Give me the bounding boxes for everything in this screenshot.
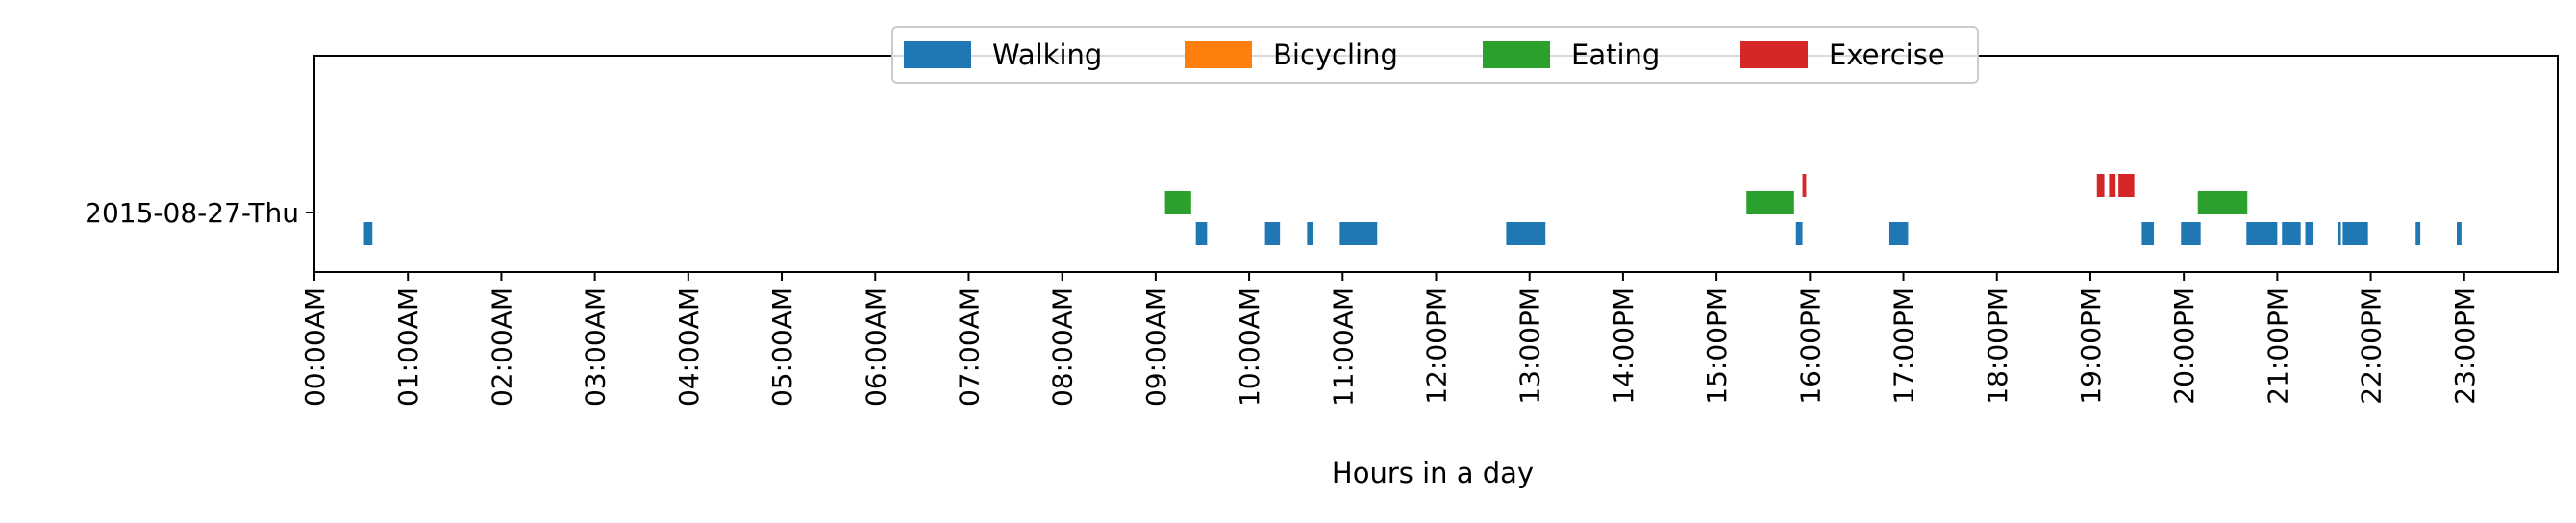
x-tick-label: 21:00PM [2262, 287, 2293, 405]
y-axis: 2015-08-27-Thu [85, 197, 314, 229]
walking-bar [1506, 222, 1546, 245]
x-axis-label: Hours in a day [1332, 457, 1534, 489]
plot-frame [313, 55, 2559, 273]
x-tick-label: 01:00AM [392, 287, 424, 407]
bicycling-legend-label: Bicycling [1273, 38, 1398, 71]
legend: Walking Bicycling Eating Exercise [891, 26, 1979, 84]
legend-frame [891, 26, 1979, 84]
x-tick-label: 04:00AM [673, 287, 705, 407]
exercise-bar [2096, 174, 2105, 197]
walking-bar [1795, 222, 1803, 245]
x-tick-label: 17:00PM [1888, 287, 1920, 405]
exercise-bar [2109, 174, 2116, 197]
bars-layer [363, 174, 2462, 245]
x-tick-label: 12:00PM [1421, 287, 1453, 405]
walking-bar [1307, 222, 1313, 245]
x-tick-label: 07:00AM [953, 287, 985, 407]
walking-bar [2181, 222, 2201, 245]
x-tick-label: 05:00AM [766, 287, 798, 407]
eating-bar [2197, 191, 2248, 214]
x-tick-label: 08:00AM [1047, 287, 1079, 407]
eating-bar [1164, 191, 1191, 214]
x-tick-label: 15:00PM [1701, 287, 1733, 405]
x-tick-label: 16:00PM [1794, 287, 1826, 405]
x-tick-label: 22:00PM [2356, 287, 2388, 405]
walking-bar [2342, 222, 2368, 245]
x-tick-label: 18:00PM [1982, 287, 2013, 405]
walking-bar [2338, 222, 2341, 245]
walking-bar [1888, 222, 1909, 245]
exercise-bar [2118, 174, 2135, 197]
exercise-bar [1802, 174, 1807, 197]
exercise-legend-swatch [1740, 41, 1808, 68]
walking-bar [1264, 222, 1281, 245]
walking-bar [1195, 222, 1208, 245]
x-tick-label: 10:00AM [1234, 287, 1265, 407]
exercise-legend-label: Exercise [1829, 38, 1945, 71]
walking-bar [2457, 222, 2462, 245]
walking-legend-label: Walking [992, 38, 1102, 71]
walking-bar [2415, 222, 2421, 245]
x-tick-label: 23:00PM [2449, 287, 2481, 405]
x-tick-label: 02:00AM [486, 287, 517, 407]
eating-legend-label: Eating [1571, 38, 1660, 71]
x-tick-label: 03:00AM [580, 287, 612, 407]
walking-legend-swatch [904, 41, 971, 68]
x-tick-label: 11:00AM [1327, 287, 1359, 407]
x-tick-label: 20:00PM [2168, 287, 2200, 405]
walking-bar [2141, 222, 2155, 245]
walking-bar [2282, 222, 2301, 245]
x-axis: 00:00AM 01:00AM 02:00AM 03:00AM 04:00AM 05:00… [299, 272, 2481, 407]
x-tick-label: 00:00AM [299, 287, 331, 407]
x-tick-label: 14:00PM [1608, 287, 1639, 405]
walking-bar [363, 222, 373, 245]
bicycling-legend-swatch [1185, 41, 1252, 68]
walking-bar [2305, 222, 2313, 245]
walking-bar [1339, 222, 1378, 245]
walking-bar [2246, 222, 2278, 245]
eating-bar [1746, 191, 1794, 214]
x-tick-label: 13:00PM [1514, 287, 1546, 405]
y-tick-label: 2015-08-27-Thu [85, 197, 299, 229]
x-tick-label: 09:00AM [1140, 287, 1172, 407]
eating-legend-swatch [1483, 41, 1550, 68]
x-tick-label: 06:00AM [860, 287, 891, 407]
x-tick-label: 19:00PM [2075, 287, 2107, 405]
